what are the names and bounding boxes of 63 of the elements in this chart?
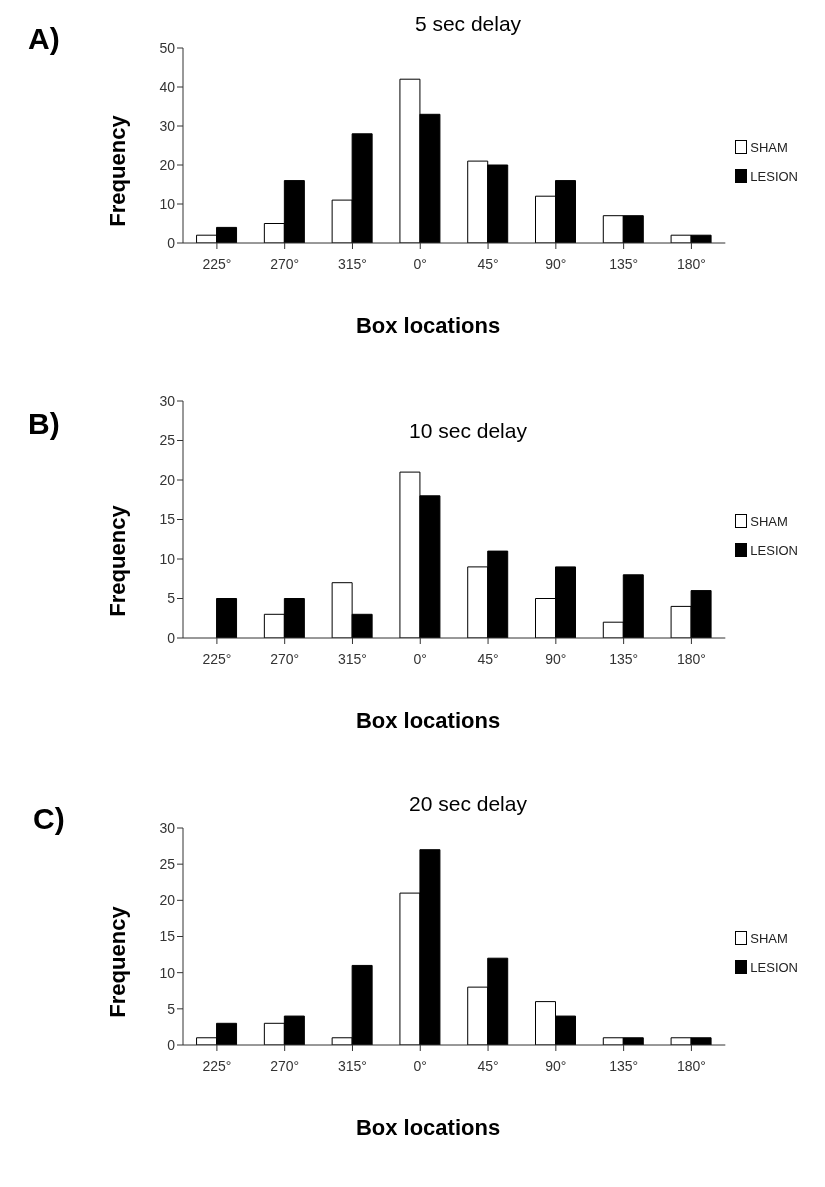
- y-tick-label: 40: [159, 78, 176, 95]
- x-tick-label: 225°: [202, 650, 232, 667]
- x-tick-label: 90°: [545, 255, 567, 272]
- y-tick-label: 0: [167, 629, 176, 646]
- y-axis-title: Frequency: [105, 114, 131, 227]
- x-tick-label: 45°: [477, 1057, 499, 1074]
- x-tick-label: 0°: [413, 1057, 427, 1074]
- x-tick-label: 135°: [609, 1057, 639, 1074]
- text: C): [33, 802, 65, 836]
- legend-label: SHAM: [750, 139, 788, 155]
- x-tick-label: 180°: [676, 650, 706, 667]
- x-tick-label: 270°: [270, 255, 300, 272]
- y-tick-label: 15: [159, 511, 176, 528]
- x-tick-label: 180°: [676, 255, 706, 272]
- y-tick-label: 50: [159, 39, 176, 56]
- chart-title: 20 sec delay: [408, 792, 528, 816]
- x-tick-label: 180°: [676, 1057, 706, 1074]
- y-tick-label: 5: [167, 590, 176, 607]
- legend-label: LESION: [750, 542, 798, 558]
- y-tick-label: 0: [167, 234, 176, 251]
- y-tick-label: 5: [167, 1000, 176, 1017]
- x-axis-title: Box locations: [354, 1115, 502, 1141]
- x-tick-label: 45°: [477, 255, 499, 272]
- y-tick-label: 25: [159, 432, 176, 449]
- x-tick-label: 315°: [337, 650, 367, 667]
- y-tick-label: 15: [159, 928, 176, 945]
- y-tick-label: 30: [159, 117, 176, 134]
- x-tick-label: 315°: [337, 255, 367, 272]
- y-tick-label: 30: [159, 819, 176, 836]
- y-tick-label: 20: [159, 156, 176, 173]
- text: B): [28, 407, 60, 441]
- x-tick-label: 225°: [202, 1057, 232, 1074]
- y-tick-label: 25: [159, 856, 176, 873]
- y-tick-label: 20: [159, 892, 176, 909]
- x-tick-label: 0°: [413, 650, 427, 667]
- y-tick-label: 10: [159, 550, 176, 567]
- x-tick-label: 90°: [545, 650, 567, 667]
- y-tick-label: 20: [159, 471, 176, 488]
- x-tick-label: 135°: [609, 650, 639, 667]
- text: A): [28, 22, 60, 56]
- legend-label: SHAM: [750, 513, 788, 529]
- x-tick-label: 45°: [477, 650, 499, 667]
- x-tick-label: 270°: [270, 650, 300, 667]
- bar: [216, 598, 238, 638]
- x-tick-label: 0°: [413, 255, 427, 272]
- x-axis-title: Box locations: [354, 313, 502, 339]
- x-tick-label: 225°: [202, 255, 232, 272]
- chart-title: 5 sec delay: [413, 12, 523, 36]
- x-tick-label: 135°: [609, 255, 639, 272]
- x-tick-label: 270°: [270, 1057, 300, 1074]
- text: 10 sec delay: [409, 419, 527, 442]
- y-axis-title: Frequency: [105, 504, 131, 617]
- y-axis-title: Frequency: [105, 905, 131, 1018]
- y-tick-label: 10: [159, 195, 176, 212]
- y-tick-label: 30: [159, 392, 176, 409]
- legend-label: LESION: [750, 168, 798, 184]
- x-tick-label: 315°: [337, 1057, 367, 1074]
- y-tick-label: 0: [167, 1036, 176, 1053]
- y-tick-label: 10: [159, 964, 176, 981]
- x-tick-label: 90°: [545, 1057, 567, 1074]
- legend-label: SHAM: [750, 930, 788, 946]
- legend-label: LESION: [750, 959, 798, 975]
- x-axis-title: Box locations: [354, 708, 502, 734]
